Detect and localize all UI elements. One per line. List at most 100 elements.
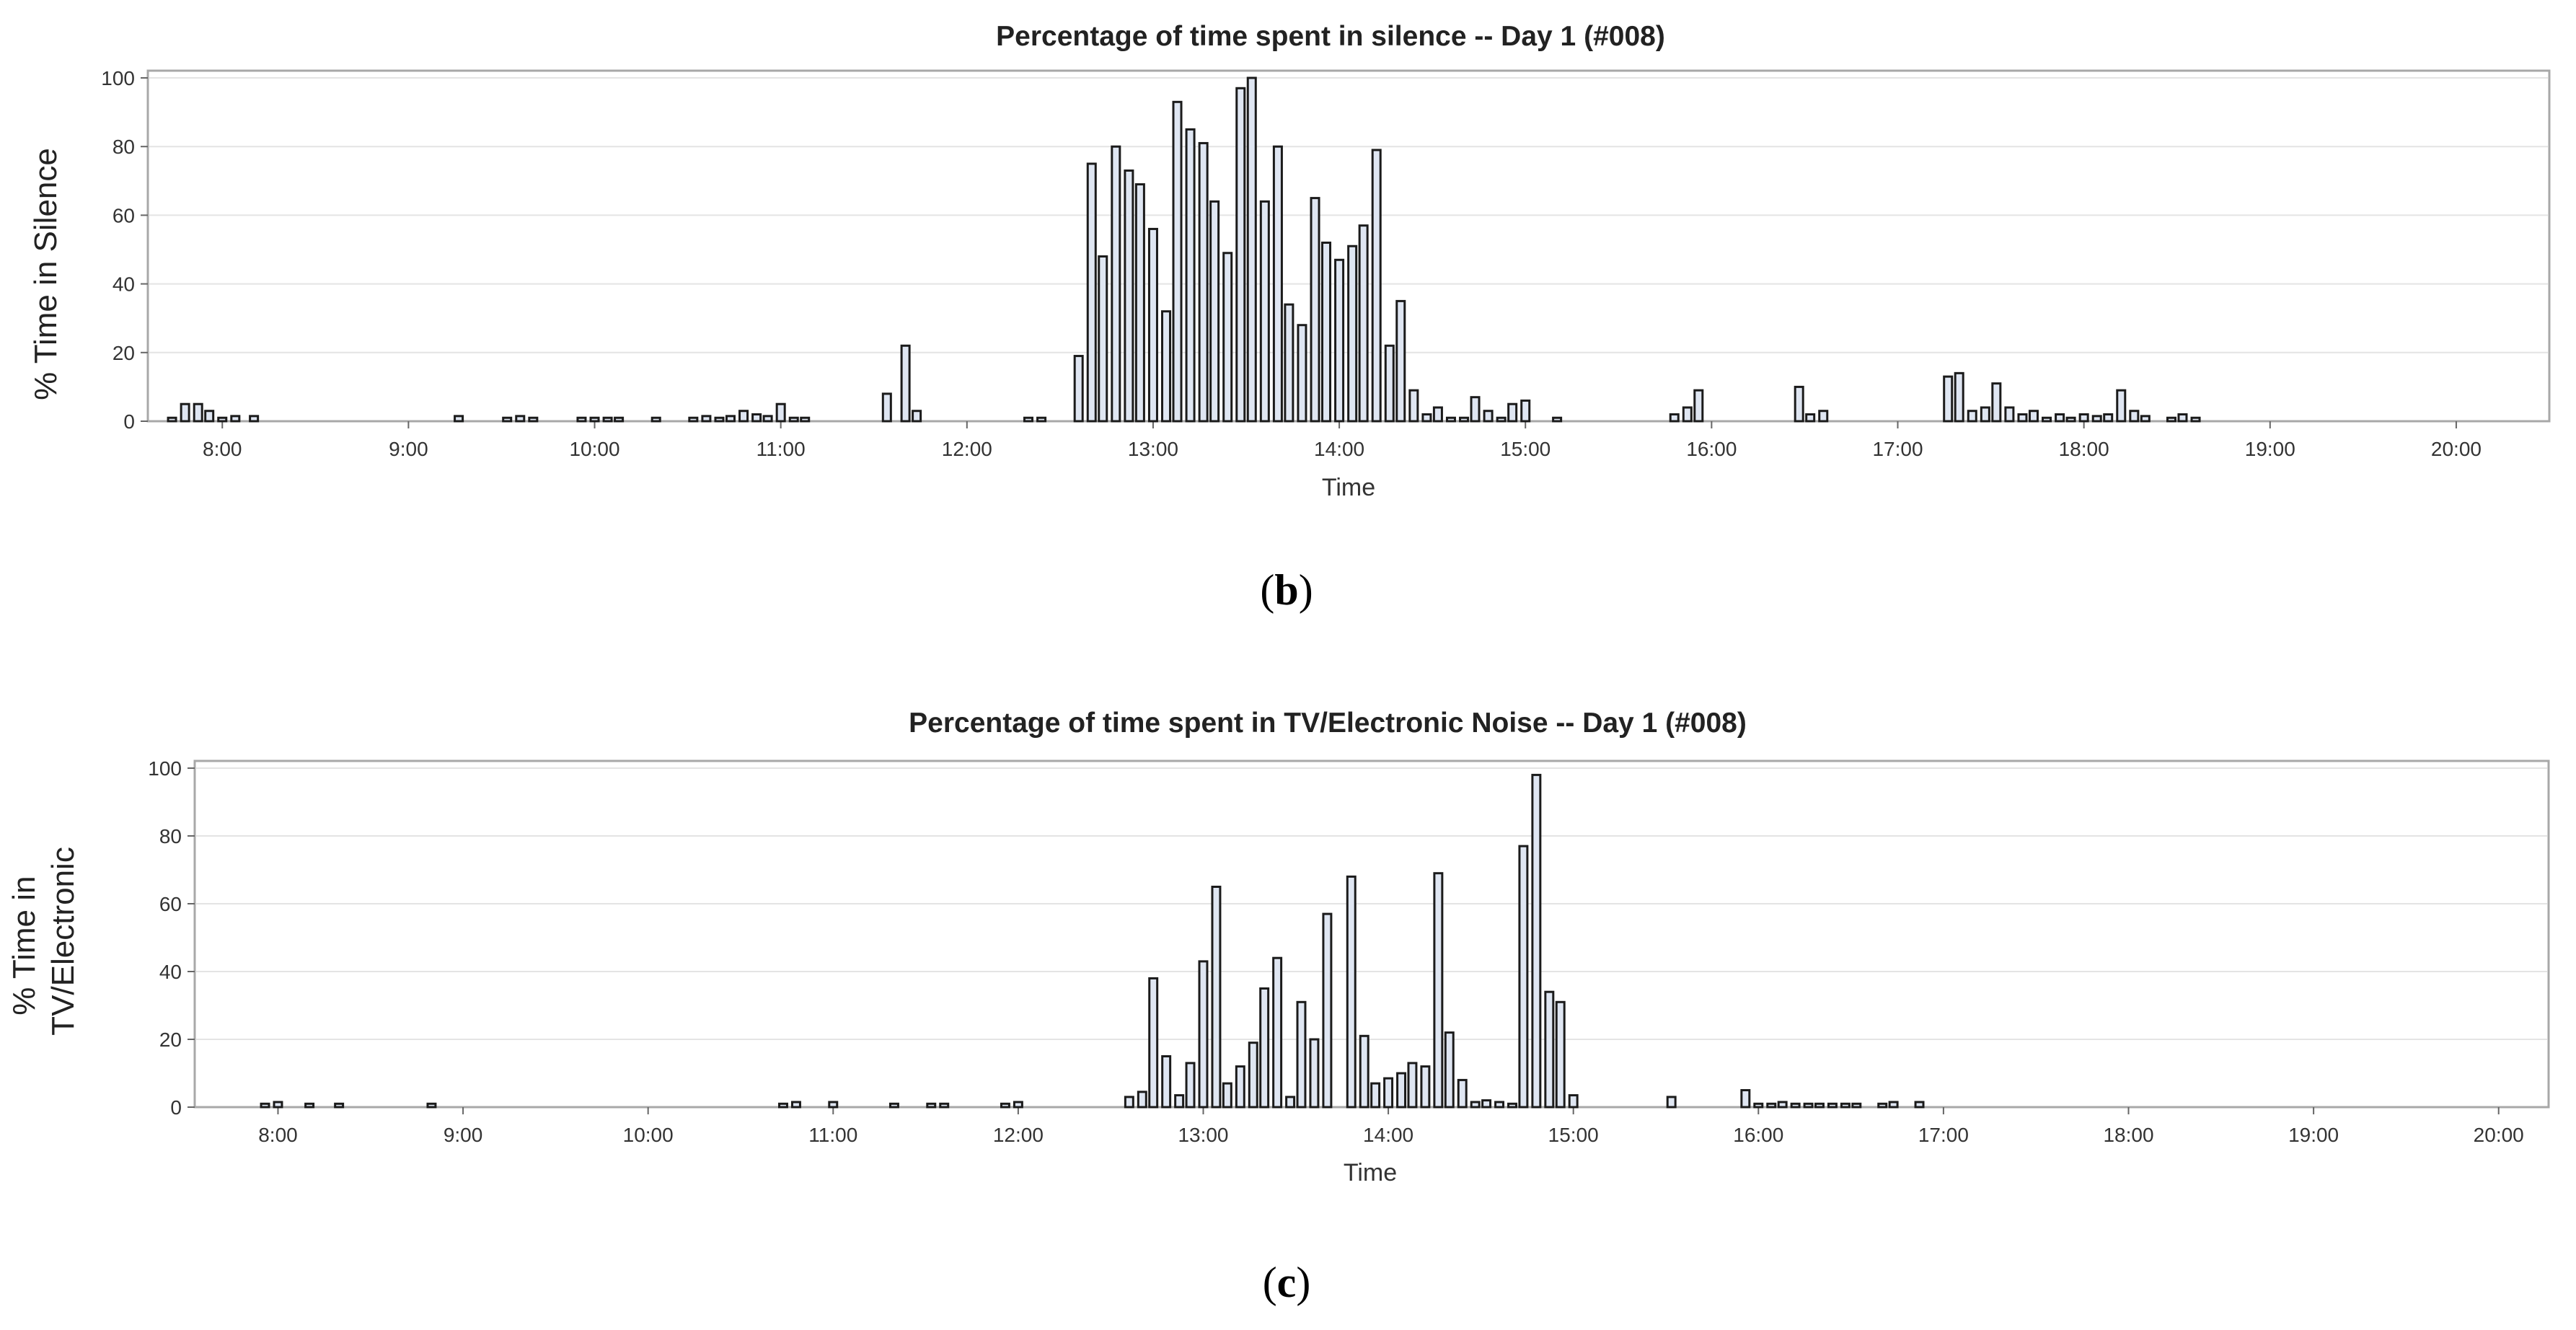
bar: [688, 416, 699, 423]
bar: [1172, 100, 1183, 423]
y-tick-label: 60: [113, 204, 135, 226]
bar: [800, 416, 811, 423]
caption-b: (b): [1260, 566, 1313, 614]
bar: [1359, 1034, 1369, 1109]
x-tick-label: 14:00: [1314, 438, 1364, 460]
x-tick-label: 14:00: [1363, 1124, 1413, 1146]
bar: [1259, 987, 1270, 1109]
bar-series: [260, 773, 1925, 1109]
bar: [1284, 303, 1294, 423]
bar: [1669, 413, 1680, 423]
bar: [2004, 406, 2015, 423]
bar: [1013, 1101, 1023, 1109]
bar: [1943, 375, 1954, 423]
bar: [1334, 258, 1345, 423]
bar: [515, 415, 526, 423]
bar: [1851, 1102, 1862, 1109]
x-tick-label: 8:00: [258, 1124, 298, 1146]
bar: [788, 416, 799, 423]
bar: [1246, 76, 1257, 423]
x-axis-ticks: 8:00 9:00 10:00 11:00 12:00 13:00 14:00 15:00 16…: [203, 421, 2482, 460]
x-tick-label: 16:00: [1686, 438, 1737, 460]
bar: [1814, 1102, 1825, 1109]
bar: [1285, 1096, 1296, 1109]
chart-title: Percentage of time spent in silence -- D…: [996, 21, 1665, 52]
bar: [249, 415, 260, 423]
bar: [1148, 977, 1159, 1109]
x-tick-label: 11:00: [757, 438, 806, 460]
bar: [1198, 141, 1209, 423]
bar: [1421, 413, 1432, 423]
y-tick-label: 40: [113, 273, 135, 296]
bar: [1433, 872, 1444, 1109]
y-axis-label-line-1: % Time in: [6, 876, 42, 1016]
bar: [1036, 416, 1047, 423]
bar: [1552, 416, 1563, 423]
bar: [1321, 241, 1332, 423]
x-tick-label: 12:00: [993, 1124, 1044, 1146]
bar: [528, 416, 539, 423]
x-tick-label: 16:00: [1733, 1124, 1783, 1146]
bar: [2129, 410, 2140, 423]
bar: [1098, 255, 1108, 423]
bar: [1877, 1102, 1888, 1109]
bar: [1459, 416, 1470, 423]
bar: [1766, 1102, 1777, 1109]
bar: [1161, 1055, 1172, 1109]
bar: [1137, 1091, 1147, 1109]
bar: [2190, 416, 2201, 423]
y-axis-label: % Time in Silence: [28, 148, 63, 400]
bar: [230, 415, 241, 423]
bar: [2028, 410, 2039, 423]
bar: [1531, 773, 1542, 1109]
plot-area: [193, 759, 2550, 1109]
bar: [1967, 410, 1977, 423]
bar: [273, 1101, 283, 1109]
x-axis-label: Time: [1344, 1159, 1397, 1186]
y-tick-label: 20: [113, 342, 135, 364]
bar: [1310, 197, 1320, 423]
bar: [334, 1102, 345, 1109]
bar: [1888, 1101, 1899, 1109]
bar: [1483, 410, 1494, 423]
y-tick-label: 20: [159, 1029, 182, 1051]
chart-tv-electronic: Percentage of time spent in TV/Electroni…: [6, 708, 2550, 1186]
x-tick-label: 9:00: [444, 1124, 483, 1146]
bar: [1954, 371, 1964, 423]
bar: [1000, 1102, 1010, 1109]
x-tick-label: 13:00: [1178, 1124, 1228, 1146]
y-axis-label-line-2: TV/Electronic: [45, 847, 81, 1036]
bar: [926, 1102, 937, 1109]
bar: [1259, 200, 1270, 423]
bar: [2116, 389, 2127, 423]
bar: [1445, 416, 1456, 423]
x-tick-label: 12:00: [942, 438, 992, 460]
x-tick-label: 20:00: [2474, 1124, 2524, 1146]
bar: [1408, 389, 1419, 423]
bar: [1124, 169, 1134, 423]
bar: [1185, 128, 1196, 423]
x-tick-label: 8:00: [203, 438, 242, 460]
y-tick-label: 100: [101, 67, 135, 89]
chart-title: Percentage of time spent in TV/Electroni…: [909, 708, 1747, 739]
bar: [304, 1102, 315, 1109]
bar: [1827, 1102, 1838, 1109]
bar: [1518, 845, 1529, 1109]
bar: [828, 1101, 839, 1109]
bar: [939, 1102, 950, 1109]
bar: [888, 1102, 899, 1109]
bar: [1693, 389, 1704, 423]
bar: [2042, 416, 2052, 423]
bar: [1666, 1096, 1677, 1109]
bar: [1211, 886, 1222, 1109]
bar: [1794, 385, 1804, 423]
bar: [1358, 224, 1369, 423]
bar: [614, 416, 625, 423]
bar: [1494, 1101, 1505, 1109]
bar: [2078, 413, 2089, 423]
x-tick-label: 11:00: [808, 1124, 857, 1146]
bar: [602, 416, 613, 423]
x-tick-label: 17:00: [1918, 1124, 1969, 1146]
bar: [1346, 875, 1357, 1109]
